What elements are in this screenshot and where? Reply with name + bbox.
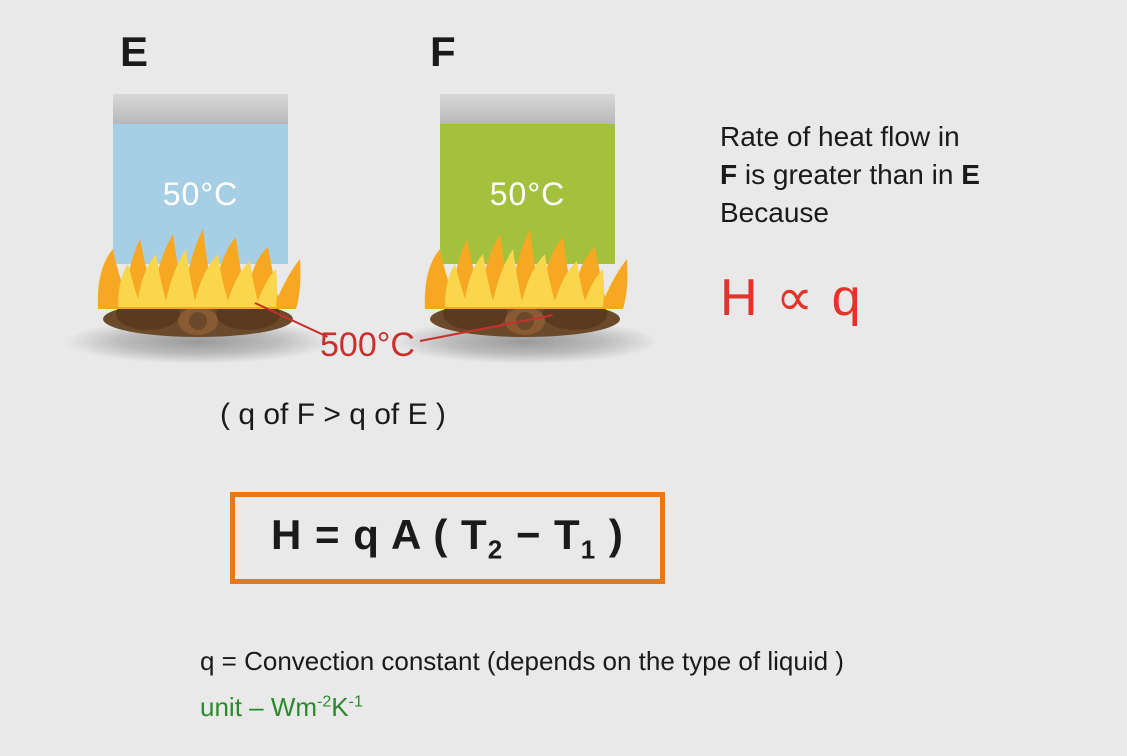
beaker-f-group: 50°C: [440, 94, 615, 264]
beaker-e-temp: 50°C: [163, 176, 239, 213]
explanation-text: Rate of heat flow in F is greater than i…: [720, 118, 980, 231]
unit-text: unit – Wm-2K-1: [200, 692, 363, 723]
proportional-relation: H ∝ q: [720, 268, 863, 328]
explanation-line2: F is greater than in E: [720, 156, 980, 194]
formula-box: H = q A ( T2 − T1 ): [230, 492, 665, 584]
explanation-e: E: [961, 159, 980, 190]
explanation-f: F: [720, 159, 737, 190]
beaker-f-temp: 50°C: [490, 176, 566, 213]
beaker-label-e: E: [120, 28, 148, 76]
explanation-line1: Rate of heat flow in: [720, 118, 980, 156]
beaker-e-group: 50°C: [113, 94, 288, 264]
formula-text: H = q A ( T2 − T1 ): [271, 511, 624, 558]
explanation-line3: Because: [720, 194, 980, 232]
beaker-f-rim: [440, 94, 615, 124]
q-definition: q = Convection constant (depends on the …: [200, 646, 844, 677]
beaker-e-rim: [113, 94, 288, 124]
explanation-mid: is greater than in: [737, 159, 961, 190]
flame-temp-label: 500°C: [320, 326, 415, 365]
fire-e: [78, 219, 318, 339]
q-comparison: ( q of F > q of E ): [220, 398, 446, 432]
beaker-label-f: F: [430, 28, 456, 76]
